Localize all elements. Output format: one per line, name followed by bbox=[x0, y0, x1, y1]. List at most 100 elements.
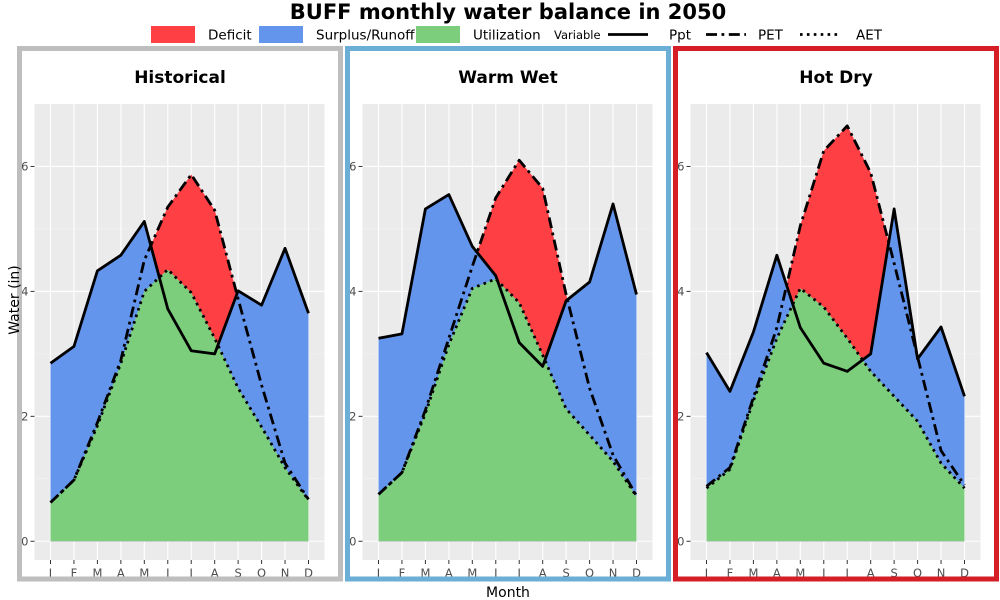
utilization-area bbox=[706, 288, 965, 542]
y-tick-label: 6 bbox=[677, 159, 684, 173]
line-ppt bbox=[49, 220, 310, 365]
legend-item-ppt: Ppt bbox=[608, 28, 691, 44]
x-tick-label: D bbox=[304, 566, 313, 580]
legend-swatch bbox=[259, 26, 303, 43]
x-tick-label: J bbox=[189, 566, 193, 580]
x-tick-label: J bbox=[821, 566, 825, 580]
x-tick-label: O bbox=[913, 566, 922, 580]
x-tick-label: F bbox=[727, 566, 734, 580]
x-tick-label: D bbox=[632, 566, 641, 580]
y-axis: 0 2 4 6 bbox=[21, 159, 35, 548]
y-tick-label: 2 bbox=[21, 409, 28, 423]
legend-label: AET bbox=[856, 28, 883, 44]
y-tick-label: 4 bbox=[21, 284, 28, 298]
series-lines bbox=[705, 124, 966, 490]
y-tick-label: 6 bbox=[349, 159, 356, 173]
x-tick-label: A bbox=[773, 566, 781, 580]
x-tick-label: J bbox=[376, 566, 380, 580]
legend-item-utilization: Utilization bbox=[416, 26, 541, 44]
y-tick-label: 0 bbox=[349, 534, 356, 548]
legend-item-surplus-runoff: Surplus/Runoff bbox=[259, 26, 415, 44]
y-axis: 0 2 4 6 bbox=[349, 159, 363, 548]
y-tick-label: 4 bbox=[349, 284, 356, 298]
y-tick-label: 6 bbox=[21, 159, 28, 173]
series-lines bbox=[49, 173, 310, 504]
x-tick-label: J bbox=[704, 566, 708, 580]
legend-label: Ppt bbox=[669, 28, 691, 44]
x-tick-label: F bbox=[71, 566, 78, 580]
x-tick-label: A bbox=[867, 566, 875, 580]
line-ppt bbox=[378, 193, 638, 368]
x-tick-label: J bbox=[48, 566, 52, 580]
legend-label: Utilization bbox=[473, 28, 541, 44]
legend-swatch bbox=[151, 26, 195, 43]
legend-label: Surplus/Runoff bbox=[316, 28, 415, 44]
line-pet bbox=[377, 158, 638, 497]
x-tick-label: M bbox=[92, 566, 102, 580]
filled-areas bbox=[378, 160, 637, 542]
y-tick-label: 0 bbox=[677, 534, 684, 548]
x-tick-label: J bbox=[845, 566, 849, 580]
x-tick-label: O bbox=[257, 566, 266, 580]
filled-areas bbox=[50, 174, 309, 542]
legend-item-pet: PET bbox=[706, 28, 784, 44]
chart-title: BUFF monthly water balance in 2050 bbox=[290, 0, 726, 24]
y-tick-label: 2 bbox=[349, 409, 356, 423]
x-tick-label: A bbox=[211, 566, 219, 580]
x-tick-label: M bbox=[748, 566, 758, 580]
x-tick-label: S bbox=[890, 566, 897, 580]
x-axis-title: Month bbox=[486, 585, 530, 600]
x-tick-label: M bbox=[795, 566, 805, 580]
x-tick-label: S bbox=[234, 566, 241, 580]
x-tick-label: M bbox=[420, 566, 430, 580]
x-tick-label: D bbox=[960, 566, 969, 580]
x-tick-label: F bbox=[399, 566, 406, 580]
utilization-area bbox=[378, 278, 637, 542]
x-tick-label: M bbox=[467, 566, 477, 580]
x-tick-label: N bbox=[609, 566, 618, 580]
x-tick-label: N bbox=[937, 566, 946, 580]
x-tick-label: A bbox=[539, 566, 547, 580]
series-lines bbox=[377, 158, 638, 498]
y-axis: 0 2 4 6 bbox=[677, 159, 691, 548]
legend-label: PET bbox=[758, 28, 784, 44]
panel-title: Hot Dry bbox=[799, 68, 873, 88]
x-tick-label: M bbox=[139, 566, 149, 580]
panel-title: Historical bbox=[134, 68, 226, 88]
legend-swatch bbox=[416, 26, 460, 43]
line-pet bbox=[705, 124, 966, 488]
x-tick-label: A bbox=[117, 566, 125, 580]
x-tick-label: N bbox=[281, 566, 290, 580]
panel-border bbox=[17, 46, 343, 582]
legend: Deficit Surplus/Runoff Utilization Variable… bbox=[151, 26, 883, 44]
x-tick-label: S bbox=[562, 566, 569, 580]
filled-areas bbox=[706, 125, 965, 542]
y-axis-title: Water (in) bbox=[7, 265, 23, 335]
x-tick-label: J bbox=[517, 566, 521, 580]
panel-border bbox=[345, 46, 671, 582]
legend-label: Deficit bbox=[208, 28, 252, 44]
y-tick-label: 2 bbox=[677, 409, 684, 423]
y-tick-label: 0 bbox=[21, 534, 28, 548]
legend-item-deficit: Deficit bbox=[151, 26, 252, 44]
x-tick-label: J bbox=[165, 566, 169, 580]
line-aet bbox=[377, 277, 638, 498]
y-tick-label: 4 bbox=[677, 284, 684, 298]
panel-title: Warm Wet bbox=[458, 68, 557, 88]
x-tick-label: A bbox=[445, 566, 453, 580]
x-tick-label: O bbox=[585, 566, 594, 580]
x-tick-label: J bbox=[493, 566, 497, 580]
legend-variable-title: Variable bbox=[554, 28, 601, 42]
line-aet bbox=[705, 286, 966, 490]
legend-item-aet: AET bbox=[800, 28, 883, 44]
line-ppt bbox=[705, 207, 966, 397]
panel-border bbox=[673, 46, 999, 582]
